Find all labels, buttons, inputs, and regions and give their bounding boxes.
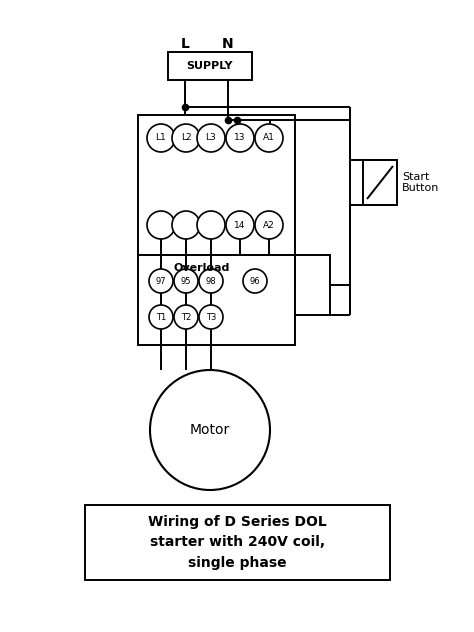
- Circle shape: [197, 124, 225, 152]
- Bar: [168, 52, 252, 80]
- Text: Start
Button: Start Button: [402, 172, 439, 193]
- Circle shape: [147, 211, 175, 239]
- Text: Overload: Overload: [173, 263, 230, 273]
- Circle shape: [172, 124, 200, 152]
- Text: L3: L3: [206, 133, 216, 142]
- Text: SUPPLY: SUPPLY: [187, 61, 233, 71]
- Circle shape: [147, 124, 175, 152]
- Circle shape: [226, 211, 254, 239]
- Circle shape: [199, 305, 223, 329]
- Text: 14: 14: [234, 221, 246, 229]
- Text: N: N: [222, 37, 234, 51]
- Text: 13: 13: [234, 133, 246, 142]
- Circle shape: [255, 124, 283, 152]
- Circle shape: [199, 269, 223, 293]
- Circle shape: [149, 269, 173, 293]
- Bar: [138, 115, 295, 255]
- Text: 97: 97: [155, 277, 166, 286]
- Bar: [363, 160, 397, 205]
- Circle shape: [226, 124, 254, 152]
- Text: T3: T3: [206, 312, 216, 322]
- Bar: [295, 255, 330, 315]
- Text: 95: 95: [181, 277, 191, 286]
- Circle shape: [174, 305, 198, 329]
- Circle shape: [172, 211, 200, 239]
- Circle shape: [174, 269, 198, 293]
- Text: T1: T1: [156, 312, 166, 322]
- Circle shape: [197, 211, 225, 239]
- Circle shape: [150, 370, 270, 490]
- Text: T2: T2: [181, 312, 191, 322]
- Text: 96: 96: [250, 277, 260, 286]
- Bar: [138, 255, 295, 345]
- Text: Motor: Motor: [190, 423, 230, 437]
- Circle shape: [149, 305, 173, 329]
- Text: A2: A2: [263, 221, 275, 229]
- Text: Wiring of D Series DOL
starter with 240V coil,
single phase: Wiring of D Series DOL starter with 240V…: [148, 515, 327, 570]
- Circle shape: [255, 211, 283, 239]
- Circle shape: [243, 269, 267, 293]
- Text: L1: L1: [155, 133, 166, 142]
- Bar: [85, 505, 390, 580]
- Text: 98: 98: [206, 277, 216, 286]
- Text: L: L: [181, 37, 190, 51]
- Text: L2: L2: [181, 133, 191, 142]
- Text: A1: A1: [263, 133, 275, 142]
